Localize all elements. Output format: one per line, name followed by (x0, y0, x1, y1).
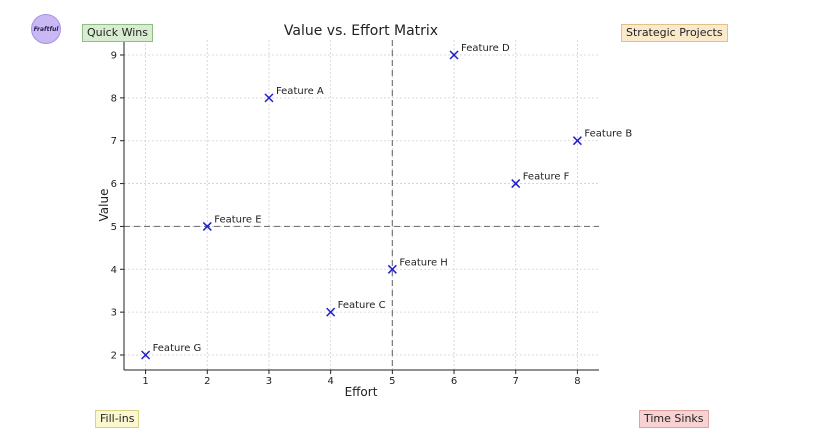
x-tick-label: 8 (574, 376, 580, 387)
chart-title: Value vs. Effort Matrix (284, 23, 438, 39)
y-axis-label: Value (97, 189, 111, 222)
quadrant-label-strategic-projects: Strategic Projects (621, 24, 728, 42)
point-marker (202, 221, 212, 231)
point-marker (511, 179, 521, 189)
point-label: Feature B (584, 129, 632, 140)
x-tick-label: 5 (389, 376, 395, 387)
data-point: Feature G (141, 343, 202, 360)
x-tick-label: 4 (327, 376, 333, 387)
tick-labels: 1 2 3 4 5 6 7 8 2 3 4 5 6 7 8 9 (111, 51, 581, 388)
data-point: Feature C (326, 300, 386, 317)
x-tick-label: 7 (513, 376, 519, 387)
data-point: Feature D (449, 43, 510, 60)
grid (124, 40, 599, 370)
data-point: Feature B (572, 129, 632, 146)
data-point: Feature E (202, 214, 262, 231)
y-tick-label: 6 (111, 179, 117, 190)
data-point: Feature F (511, 172, 570, 189)
point-label: Feature C (338, 300, 386, 311)
logo-text: Fraftful (33, 25, 59, 33)
point-label: Feature D (461, 43, 510, 54)
y-tick-label: 8 (111, 93, 117, 104)
data-point: Feature A (264, 86, 324, 103)
brand-logo: Fraftful (31, 14, 61, 44)
point-marker (326, 307, 336, 317)
quadrant-label-time-sinks: Time Sinks (639, 410, 709, 428)
axes (120, 40, 599, 374)
x-tick-label: 1 (142, 376, 148, 387)
point-marker (572, 136, 582, 146)
y-tick-label: 7 (111, 136, 117, 147)
point-label: Feature E (214, 214, 261, 225)
y-tick-label: 5 (111, 222, 117, 233)
x-axis-label: Effort (345, 385, 378, 399)
quadrant-label-quick-wins: Quick Wins (82, 24, 153, 42)
point-marker (264, 93, 274, 103)
point-marker (141, 350, 151, 360)
point-label: Feature G (153, 343, 202, 354)
data-point: Feature H (387, 257, 448, 274)
point-label: Feature F (523, 172, 570, 183)
y-tick-label: 2 (111, 351, 117, 362)
y-tick-label: 9 (111, 51, 117, 62)
point-marker (449, 50, 459, 60)
y-tick-label: 3 (111, 308, 117, 319)
x-tick-label: 2 (204, 376, 210, 387)
point-marker (387, 264, 397, 274)
x-tick-label: 3 (266, 376, 272, 387)
point-label: Feature H (399, 257, 448, 268)
data-points: Feature A Feature B Feature C Feature D Feat… (141, 43, 632, 360)
x-tick-label: 6 (451, 376, 457, 387)
point-label: Feature A (276, 86, 324, 97)
quadrant-dividers (124, 40, 599, 370)
y-tick-label: 4 (111, 265, 117, 276)
quadrant-label-fill-ins: Fill-ins (95, 410, 140, 428)
